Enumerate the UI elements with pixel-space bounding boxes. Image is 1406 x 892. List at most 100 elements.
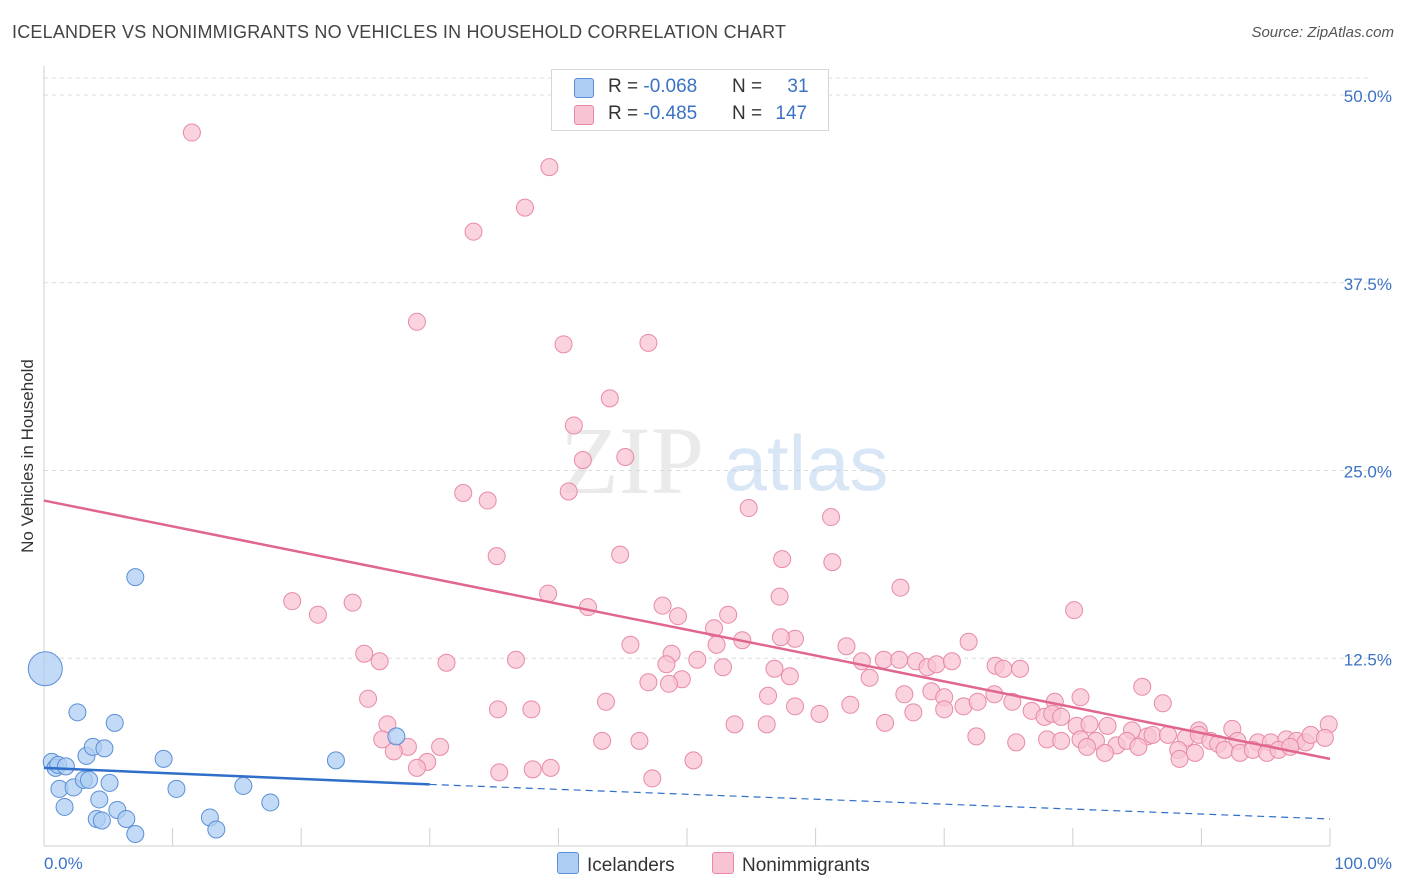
nonimmigrants-point xyxy=(739,499,758,518)
nonimmigrants-point xyxy=(765,659,784,678)
y-tick-label: 37.5% xyxy=(1344,275,1392,294)
nonimmigrants-point xyxy=(515,198,534,217)
icelanders-point xyxy=(117,809,136,828)
icelanders-point xyxy=(55,797,74,816)
nonimmigrants-point xyxy=(841,695,860,714)
nonimmigrants-point xyxy=(523,760,542,779)
nonimmigrants-point xyxy=(890,650,909,669)
icelanders-point xyxy=(90,790,109,809)
nonimmigrants-point xyxy=(653,596,672,615)
icelanders-point xyxy=(234,776,253,795)
nonimmigrants-point xyxy=(540,158,559,177)
chart-title: ICELANDER VS NONIMMIGRANTS NO VEHICLES I… xyxy=(12,22,787,42)
legend-r-value: -0.068 xyxy=(643,76,698,97)
nonimmigrants-point xyxy=(968,692,987,711)
legend-swatch-nonimmigrants xyxy=(712,852,734,874)
icelanders-point xyxy=(56,757,75,776)
nonimmigrants-point xyxy=(1170,749,1189,768)
nonimmigrants-point xyxy=(1052,731,1071,750)
nonimmigrants-point xyxy=(985,685,1004,704)
legend-r-label: R = xyxy=(608,103,644,124)
icelanders-trend-extension xyxy=(429,783,1331,820)
nonimmigrants-point xyxy=(668,607,687,626)
icelanders-trend-line xyxy=(43,766,430,786)
nonimmigrants-point xyxy=(773,550,792,569)
watermark-atlas: atlas xyxy=(724,419,889,507)
nonimmigrants-point xyxy=(959,632,978,651)
y-axis-label: No Vehicles in Household xyxy=(18,359,37,553)
icelanders-point xyxy=(92,811,111,830)
nonimmigrants-point xyxy=(1080,715,1099,734)
nonimmigrants-point xyxy=(506,650,525,669)
legend-label-nonimmigrants: Nonimmigrants xyxy=(742,855,870,876)
nonimmigrants-point xyxy=(522,700,541,719)
nonimmigrants-point xyxy=(639,673,658,692)
nonimmigrants-point xyxy=(488,700,507,719)
nonimmigrants-point xyxy=(630,731,649,750)
nonimmigrants-point xyxy=(994,659,1013,678)
nonimmigrants-point xyxy=(182,123,201,142)
nonimmigrants-point xyxy=(860,668,879,687)
nonimmigrants-point xyxy=(559,482,578,501)
nonimmigrants-point xyxy=(639,333,658,352)
nonimmigrants-point xyxy=(343,593,362,612)
nonimmigrants-point xyxy=(1185,743,1204,762)
nonimmigrants-point xyxy=(616,447,635,466)
x-tick-label: 0.0% xyxy=(44,854,83,873)
nonimmigrants-point xyxy=(786,697,805,716)
nonimmigrants-point xyxy=(684,751,703,770)
grid-lines xyxy=(44,77,1370,659)
legend-n-label: N = xyxy=(732,76,768,97)
nonimmigrants-point xyxy=(355,644,374,663)
nonimmigrants-point xyxy=(1158,725,1177,744)
icelanders-point xyxy=(68,703,87,722)
axes xyxy=(43,66,1331,847)
nonimmigrants-point xyxy=(407,312,426,331)
nonimmigrants-point xyxy=(359,689,378,708)
nonimmigrants-point xyxy=(454,484,473,503)
nonimmigrants-points xyxy=(182,123,1338,788)
nonimmigrants-point xyxy=(935,700,954,719)
nonimmigrants-point xyxy=(600,389,619,408)
nonimmigrants-point xyxy=(771,628,790,647)
nonimmigrants-point xyxy=(904,703,923,722)
y-tick-label: 50.0% xyxy=(1344,87,1392,106)
legend-swatch-nonimmigrants xyxy=(574,105,594,125)
nonimmigrants-point xyxy=(942,652,961,671)
nonimmigrants-point xyxy=(1129,737,1148,756)
icelanders-point xyxy=(95,739,114,758)
nonimmigrants-point xyxy=(1077,737,1096,756)
legend-item-icelanders: Icelanders xyxy=(557,852,675,877)
nonimmigrants-point xyxy=(464,222,483,241)
source-label: Source: ZipAtlas.com xyxy=(1251,24,1394,41)
icelanders-point xyxy=(105,713,124,732)
nonimmigrants-point xyxy=(478,491,497,510)
legend-label-icelanders: Icelanders xyxy=(587,855,675,876)
nonimmigrants-point xyxy=(1011,659,1030,678)
correlation-legend: R = -0.068 N = 31 R = -0.485 N = 147 xyxy=(551,69,829,131)
nonimmigrants-point xyxy=(927,655,946,674)
nonimmigrants-point xyxy=(657,655,676,674)
nonimmigrants-point xyxy=(891,578,910,597)
nonimmigrants-point xyxy=(967,727,986,746)
nonimmigrants-point xyxy=(714,658,733,677)
nonimmigrants-point xyxy=(370,652,389,671)
nonimmigrants-point xyxy=(707,635,726,654)
y-tick-label: 25.0% xyxy=(1344,463,1392,482)
nonimmigrants-point xyxy=(659,674,678,693)
nonimmigrants-point xyxy=(1071,688,1090,707)
nonimmigrants-point xyxy=(1143,725,1162,744)
nonimmigrants-point xyxy=(725,715,744,734)
nonimmigrants-point xyxy=(578,598,597,617)
trend-lines xyxy=(43,499,1331,820)
nonimmigrants-point xyxy=(1095,743,1114,762)
icelanders-point xyxy=(80,770,99,789)
nonimmigrants-point xyxy=(757,715,776,734)
legend-r-label: R = xyxy=(608,76,644,97)
nonimmigrants-point xyxy=(837,637,856,656)
y-tick-label: 12.5% xyxy=(1344,650,1392,669)
nonimmigrants-point xyxy=(621,635,640,654)
nonimmigrants-point xyxy=(1153,694,1172,713)
icelanders-point xyxy=(387,727,406,746)
nonimmigrants-point xyxy=(596,692,615,711)
